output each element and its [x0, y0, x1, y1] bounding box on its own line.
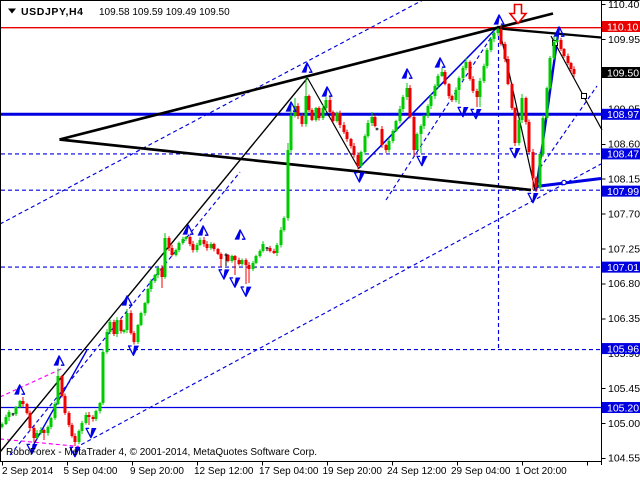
svg-text:107.25: 107.25 [608, 243, 640, 255]
svg-text:105.45: 105.45 [608, 383, 640, 395]
svg-text:29 Sep 04:00: 29 Sep 04:00 [451, 466, 511, 477]
svg-text:104.55: 104.55 [608, 453, 640, 465]
svg-text:106.80: 106.80 [608, 278, 640, 290]
svg-text:107.01: 107.01 [607, 262, 639, 274]
svg-text:109.58 109.59 109.49 109.50: 109.58 109.59 109.49 109.50 [99, 7, 230, 18]
svg-text:105.96: 105.96 [607, 343, 639, 355]
svg-text:2 Sep 2014: 2 Sep 2014 [2, 466, 54, 477]
svg-text:19 Sep 20:00: 19 Sep 20:00 [323, 466, 383, 477]
svg-text:107.70: 107.70 [608, 208, 640, 220]
svg-text:105.00: 105.00 [608, 418, 640, 430]
svg-text:108.97: 108.97 [607, 109, 639, 121]
svg-text:110.10: 110.10 [607, 21, 638, 33]
svg-text:24 Sep 12:00: 24 Sep 12:00 [387, 466, 447, 477]
svg-text:109.50: 109.50 [607, 67, 639, 79]
svg-text:USDJPY,H4: USDJPY,H4 [21, 6, 84, 18]
svg-text:1 Oct 20:00: 1 Oct 20:00 [515, 466, 567, 477]
svg-text:9 Sep 20:00: 9 Sep 20:00 [130, 466, 184, 477]
svg-text:108.60: 108.60 [608, 139, 640, 151]
svg-text:110.40: 110.40 [608, 0, 639, 11]
svg-text:108.47: 108.47 [607, 149, 639, 161]
svg-text:12 Sep 12:00: 12 Sep 12:00 [194, 466, 254, 477]
svg-text:108.15: 108.15 [608, 174, 640, 186]
svg-text:RoboForex - MetaTrader 4, © 20: RoboForex - MetaTrader 4, © 2001-2014, M… [6, 447, 317, 458]
svg-text:106.35: 106.35 [608, 313, 640, 325]
svg-text:17 Sep 04:00: 17 Sep 04:00 [259, 466, 319, 477]
svg-text:109.95: 109.95 [608, 34, 640, 46]
svg-text:107.99: 107.99 [607, 186, 639, 198]
svg-text:5 Sep 04:00: 5 Sep 04:00 [64, 466, 118, 477]
svg-text:105.20: 105.20 [607, 402, 639, 414]
